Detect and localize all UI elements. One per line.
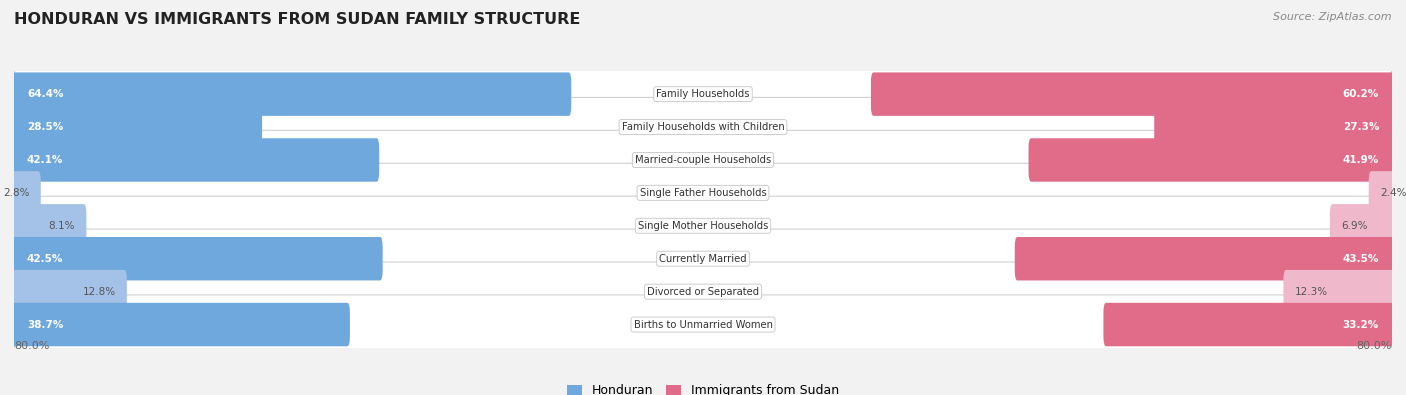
Text: Single Mother Households: Single Mother Households bbox=[638, 221, 768, 231]
Text: 41.9%: 41.9% bbox=[1343, 155, 1379, 165]
FancyBboxPatch shape bbox=[14, 64, 1392, 124]
Text: 8.1%: 8.1% bbox=[49, 221, 75, 231]
Text: Family Households: Family Households bbox=[657, 89, 749, 99]
FancyBboxPatch shape bbox=[14, 196, 1392, 256]
Text: Currently Married: Currently Married bbox=[659, 254, 747, 264]
FancyBboxPatch shape bbox=[11, 105, 262, 149]
Text: 42.1%: 42.1% bbox=[27, 155, 63, 165]
Text: 27.3%: 27.3% bbox=[1343, 122, 1379, 132]
Text: 2.4%: 2.4% bbox=[1379, 188, 1406, 198]
Text: HONDURAN VS IMMIGRANTS FROM SUDAN FAMILY STRUCTURE: HONDURAN VS IMMIGRANTS FROM SUDAN FAMILY… bbox=[14, 12, 581, 27]
FancyBboxPatch shape bbox=[14, 130, 1392, 190]
Text: 80.0%: 80.0% bbox=[1357, 341, 1392, 351]
FancyBboxPatch shape bbox=[1330, 204, 1395, 248]
FancyBboxPatch shape bbox=[11, 204, 86, 248]
Text: 12.8%: 12.8% bbox=[83, 287, 115, 297]
FancyBboxPatch shape bbox=[11, 303, 350, 346]
FancyBboxPatch shape bbox=[11, 138, 380, 182]
Text: 12.3%: 12.3% bbox=[1295, 287, 1327, 297]
Legend: Honduran, Immigrants from Sudan: Honduran, Immigrants from Sudan bbox=[562, 379, 844, 395]
Text: 38.7%: 38.7% bbox=[27, 320, 63, 329]
Text: 2.8%: 2.8% bbox=[3, 188, 30, 198]
Text: Family Households with Children: Family Households with Children bbox=[621, 122, 785, 132]
Text: 43.5%: 43.5% bbox=[1343, 254, 1379, 264]
FancyBboxPatch shape bbox=[14, 262, 1392, 321]
FancyBboxPatch shape bbox=[1029, 138, 1395, 182]
FancyBboxPatch shape bbox=[1015, 237, 1395, 280]
FancyBboxPatch shape bbox=[11, 171, 41, 214]
FancyBboxPatch shape bbox=[1154, 105, 1395, 149]
Text: Married-couple Households: Married-couple Households bbox=[636, 155, 770, 165]
FancyBboxPatch shape bbox=[11, 270, 127, 313]
Text: 33.2%: 33.2% bbox=[1343, 320, 1379, 329]
Text: Births to Unmarried Women: Births to Unmarried Women bbox=[634, 320, 772, 329]
FancyBboxPatch shape bbox=[1284, 270, 1395, 313]
Text: 64.4%: 64.4% bbox=[27, 89, 63, 99]
Text: Source: ZipAtlas.com: Source: ZipAtlas.com bbox=[1274, 12, 1392, 22]
FancyBboxPatch shape bbox=[11, 237, 382, 280]
Text: Single Father Households: Single Father Households bbox=[640, 188, 766, 198]
Text: 6.9%: 6.9% bbox=[1341, 221, 1368, 231]
FancyBboxPatch shape bbox=[14, 295, 1392, 354]
Text: 42.5%: 42.5% bbox=[27, 254, 63, 264]
FancyBboxPatch shape bbox=[1104, 303, 1395, 346]
Text: 80.0%: 80.0% bbox=[14, 341, 49, 351]
FancyBboxPatch shape bbox=[870, 72, 1395, 116]
Text: 60.2%: 60.2% bbox=[1343, 89, 1379, 99]
FancyBboxPatch shape bbox=[1368, 171, 1395, 214]
FancyBboxPatch shape bbox=[14, 163, 1392, 222]
FancyBboxPatch shape bbox=[14, 229, 1392, 288]
FancyBboxPatch shape bbox=[11, 72, 571, 116]
FancyBboxPatch shape bbox=[14, 98, 1392, 157]
Text: 28.5%: 28.5% bbox=[27, 122, 63, 132]
Text: Divorced or Separated: Divorced or Separated bbox=[647, 287, 759, 297]
